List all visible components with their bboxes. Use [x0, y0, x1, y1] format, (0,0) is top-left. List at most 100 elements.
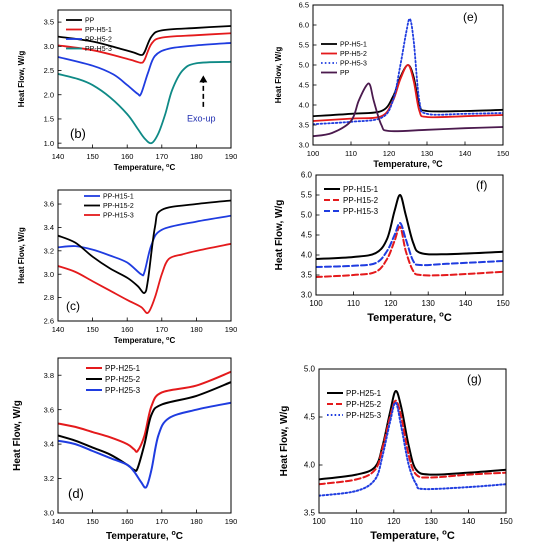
y-axis-label: Heat Flow, W/g — [17, 51, 26, 108]
legend-label: PP — [85, 17, 95, 24]
x-axis-label-degree: o — [171, 530, 175, 537]
x-axis-label-text: Temperature, — [114, 163, 166, 172]
x-tick-label: 150 — [497, 149, 510, 158]
x-tick-label: 120 — [383, 149, 396, 158]
y-tick-label: 3.0 — [44, 270, 54, 279]
series-line-pp-h25-1 — [58, 370, 231, 453]
plot-frame — [57, 9, 232, 149]
y-tick-label: 3.0 — [44, 509, 54, 518]
x-tick-label: 140 — [459, 149, 472, 158]
y-tick-label: 4.5 — [301, 231, 313, 240]
y-tick-label: 3.2 — [44, 474, 54, 483]
panel-label: (f) — [476, 178, 487, 192]
x-tick-label: 140 — [52, 325, 65, 334]
series-line-pp-h5-2 — [313, 64, 503, 122]
y-tick-label: 3.0 — [299, 141, 309, 150]
panel-f: 100 110 120 130 140 150 3.0 3.5 4.0 4.5 5.0 5.5 6.0 T… — [274, 171, 510, 324]
y-axis-label: Heat Flow, W/g — [274, 47, 283, 104]
x-tick-label: 160 — [121, 152, 134, 161]
x-tick-label: 110 — [345, 149, 357, 158]
y-tick-label: 3.5 — [304, 509, 316, 518]
x-tick-label: 100 — [312, 517, 326, 526]
x-axis-label-degree: o — [432, 158, 436, 165]
legend: PP PP-H5-1 PP-H5-2 PP-H5-3 — [66, 17, 112, 53]
x-axis-label-text: Temperature, — [373, 159, 432, 169]
legend-label: PP-H15-1 — [343, 185, 379, 194]
series-group — [313, 18, 503, 138]
y-tick-label: 2.5 — [44, 66, 54, 75]
x-tick-label: 150 — [499, 517, 513, 526]
x-tick-label: 130 — [425, 517, 439, 526]
x-tick-label: 170 — [156, 325, 169, 334]
y-tick-label: 4.0 — [299, 101, 309, 110]
legend-label: PP-H5-2 — [340, 51, 367, 58]
x-axis-label: Temperature, oC — [106, 530, 183, 542]
y-tick-label: 3.8 — [44, 371, 54, 380]
series-line-pp-h15-3 — [58, 242, 231, 314]
y-tick-label: 3.5 — [299, 121, 309, 130]
y-tick-label: 1.5 — [44, 115, 54, 124]
y-tick-label: 5.5 — [301, 191, 313, 200]
legend-label: PP-H25-2 — [346, 400, 382, 409]
series-line-pp-h25-1 — [319, 390, 506, 481]
series-line-pp-h15-3 — [316, 222, 503, 268]
legend-label: PP-H5-2 — [85, 36, 112, 43]
x-axis-label: Temperature, oC — [114, 336, 176, 345]
plot-frame — [57, 357, 232, 514]
y-tick-label: 5.5 — [299, 41, 309, 50]
x-tick-label: 180 — [190, 325, 203, 334]
series-line-pp — [58, 25, 231, 56]
series-line-pp-h5-2 — [58, 42, 231, 97]
x-tick-label: 170 — [156, 517, 169, 526]
x-axis-label-unit: C — [444, 312, 452, 324]
panel-d: 140 150 160 170 180 190 3.0 3.2 3.4 3.6 3.8 Tempera… — [12, 357, 237, 542]
y-tick-label: 3.4 — [44, 223, 54, 232]
y-tick-label: 3.5 — [301, 271, 313, 280]
x-tick-label: 140 — [459, 299, 473, 308]
x-tick-label: 100 — [309, 299, 323, 308]
legend-label: PP-H25-3 — [346, 411, 382, 420]
panel-label: (e) — [463, 10, 478, 24]
y-axis-label: Heat Flow, W/g — [12, 400, 23, 471]
x-tick-label: 170 — [156, 152, 169, 161]
y-axis-label: Heat Flow, W/g — [279, 406, 290, 477]
plot-frame — [318, 368, 507, 514]
x-tick-label: 120 — [384, 299, 398, 308]
panel-label: (d) — [68, 486, 84, 501]
y-tick-label: 3.0 — [44, 42, 54, 51]
x-tick-label: 110 — [350, 517, 363, 526]
panel-label: (g) — [467, 372, 482, 386]
legend-label: PP-H15-2 — [103, 203, 134, 210]
series-line-pp — [313, 82, 503, 138]
legend-label: PP-H25-3 — [105, 386, 141, 395]
x-tick-label: 160 — [121, 325, 134, 334]
series-line-pp-h5-3 — [58, 60, 231, 145]
x-tick-label: 150 — [86, 152, 99, 161]
x-tick-label: 160 — [121, 517, 134, 526]
series-group — [58, 199, 231, 314]
y-axis-label: Heat Flow, W/g — [17, 227, 26, 284]
x-axis-label-unit: C — [447, 530, 455, 542]
x-axis-label-degree: o — [439, 310, 444, 319]
x-axis-label-unit: C — [169, 336, 175, 345]
panel-b: 140 150 160 170 180 190 1.0 1.5 2.0 2.5 3.0 3.5 Temp… — [17, 9, 237, 172]
x-tick-label: 110 — [347, 299, 360, 308]
y-tick-label: 3.6 — [44, 405, 54, 414]
x-axis-label-degree: o — [166, 163, 170, 169]
y-axis-label: Heat Flow, W/g — [274, 200, 285, 271]
exo-up-annotation: Exo-up — [187, 75, 216, 123]
x-tick-label: 130 — [421, 149, 434, 158]
x-tick-label: 180 — [190, 517, 203, 526]
y-tick-label: 5.0 — [304, 365, 316, 374]
series-line-pp-h25-3 — [319, 401, 506, 497]
x-axis-label-text: Temperature, — [106, 531, 171, 542]
x-axis-label-degree: o — [166, 336, 170, 342]
series-line-pp-h15-1 — [316, 194, 503, 260]
legend-label: PP-H25-1 — [346, 389, 382, 398]
x-axis-label: Temperature, oC — [370, 528, 455, 542]
y-tick-label: 3.6 — [44, 200, 54, 209]
x-tick-label: 150 — [496, 299, 510, 308]
panel-e: 100 110 120 130 140 150 3.0 3.5 4.0 4.5 5.0 5.5 6.0 6… — [274, 1, 509, 169]
panel-label: (b) — [70, 126, 86, 141]
